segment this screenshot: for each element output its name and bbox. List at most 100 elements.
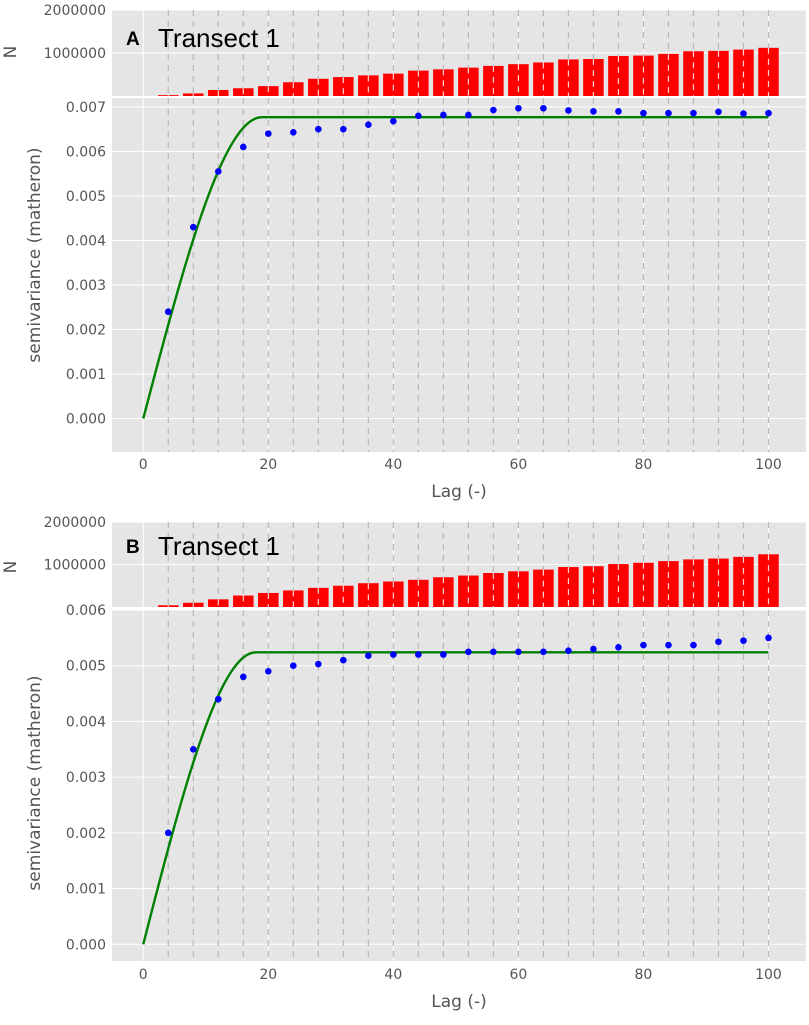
histogram-bar <box>608 564 629 607</box>
histogram-bar <box>258 592 279 607</box>
histogram-bar <box>333 585 354 607</box>
panel-a: 1000000 2000000 N A Transect 1 0.000 0.001 0.00… <box>1 3 806 502</box>
data-point <box>365 652 372 659</box>
histogram-bar <box>558 567 579 607</box>
data-point <box>390 117 397 125</box>
data-point <box>565 647 572 654</box>
data-point <box>490 648 497 656</box>
variogram-xtick-label: 80 <box>635 967 653 983</box>
variogram-ytick-label: 0.000 <box>66 937 106 953</box>
variogram-xtick-label: 0 <box>139 457 148 473</box>
variogram-ytick-label: 0.004 <box>66 714 106 730</box>
histogram-bar <box>308 587 329 607</box>
histogram-bar <box>358 75 379 96</box>
y-axis-label: semivariance (matheron) <box>25 147 45 362</box>
data-point <box>490 106 497 114</box>
data-point <box>465 111 472 119</box>
data-point <box>565 107 572 114</box>
data-point <box>515 648 522 656</box>
data-point <box>415 651 422 658</box>
variogram-ytick-label: 0.005 <box>66 659 106 675</box>
data-point <box>740 110 747 117</box>
panel-b: 1000000 2000000 N B Transect 1 0.000 0.001 0.00… <box>1 515 806 1012</box>
variogram-ytick-label: 0.001 <box>66 367 106 383</box>
data-point <box>515 104 522 112</box>
data-point <box>465 648 472 656</box>
data-point <box>290 128 297 136</box>
data-point <box>189 745 197 753</box>
data-point <box>390 651 397 658</box>
variogram-xtick-label: 20 <box>259 967 277 983</box>
variogram-xtick-label: 60 <box>509 967 527 983</box>
variogram-ytick-label: 0.006 <box>66 144 106 160</box>
histogram-bar <box>633 55 654 96</box>
panel-title: Transect 1 <box>158 23 280 53</box>
data-point <box>440 111 447 119</box>
histogram-ytick-label: 1000000 <box>44 558 106 574</box>
data-point <box>365 121 372 129</box>
model-line <box>142 115 769 419</box>
panel-title: Transect 1 <box>158 531 280 561</box>
data-point <box>239 143 247 151</box>
model-line <box>142 651 769 945</box>
histogram-bar <box>308 78 329 96</box>
data-point <box>415 112 422 120</box>
histogram-ytick-label: 1000000 <box>44 46 106 62</box>
data-point <box>665 641 672 649</box>
variogram-ytick-label: 0.003 <box>66 770 106 786</box>
histogram-bar <box>508 571 529 607</box>
variogram-xtick-label: 80 <box>635 457 653 473</box>
variogram-xtick-label: 20 <box>259 457 277 473</box>
data-point <box>164 308 172 316</box>
data-point <box>540 648 547 656</box>
variogram-ytick-label: 0.002 <box>66 323 106 339</box>
variogram-panel-bg <box>112 610 806 961</box>
data-point <box>590 645 597 653</box>
histogram-bar <box>583 566 604 607</box>
data-point <box>315 125 322 133</box>
variogram-xtick-label: 40 <box>384 967 402 983</box>
variogram-ytick-label: 0.004 <box>66 233 106 249</box>
data-point <box>440 651 447 658</box>
data-point <box>615 108 622 115</box>
data-point <box>214 168 222 175</box>
variogram-ytick-label: 0.006 <box>66 603 106 619</box>
variogram-xtick-label: 100 <box>755 967 782 983</box>
x-axis-label: Lag (-) <box>431 992 486 1012</box>
data-point <box>615 644 622 651</box>
panel-letter: A <box>126 29 140 50</box>
data-point <box>164 829 172 837</box>
data-point <box>740 637 747 644</box>
variogram-xtick-label: 100 <box>755 457 782 473</box>
histogram-ylabel: N <box>1 46 21 59</box>
data-point <box>690 109 697 117</box>
data-point <box>315 660 322 668</box>
data-point <box>640 641 647 649</box>
data-point <box>540 104 547 112</box>
data-point <box>290 662 297 670</box>
variogram-xtick-label: 60 <box>509 457 527 473</box>
data-point <box>715 638 722 646</box>
variogram-ytick-label: 0.000 <box>66 412 106 428</box>
histogram-bar <box>533 569 554 607</box>
histogram-bar <box>558 59 579 96</box>
data-point <box>690 641 697 649</box>
y-axis-label: semivariance (matheron) <box>25 675 45 890</box>
variogram-xtick-label: 40 <box>384 457 402 473</box>
variogram-ytick-label: 0.007 <box>66 100 106 116</box>
histogram-ytick-label: 2000000 <box>44 515 106 531</box>
histogram-bar <box>283 82 304 96</box>
x-axis-label: Lag (-) <box>431 482 486 502</box>
data-point <box>640 109 647 117</box>
data-point <box>265 667 272 675</box>
histogram-bar <box>658 53 679 96</box>
histogram-bar <box>333 77 354 96</box>
data-point <box>239 673 247 681</box>
data-point <box>765 634 772 642</box>
histogram-bar <box>283 590 304 607</box>
data-point <box>765 109 772 117</box>
data-point <box>340 656 347 664</box>
data-point <box>265 130 272 137</box>
